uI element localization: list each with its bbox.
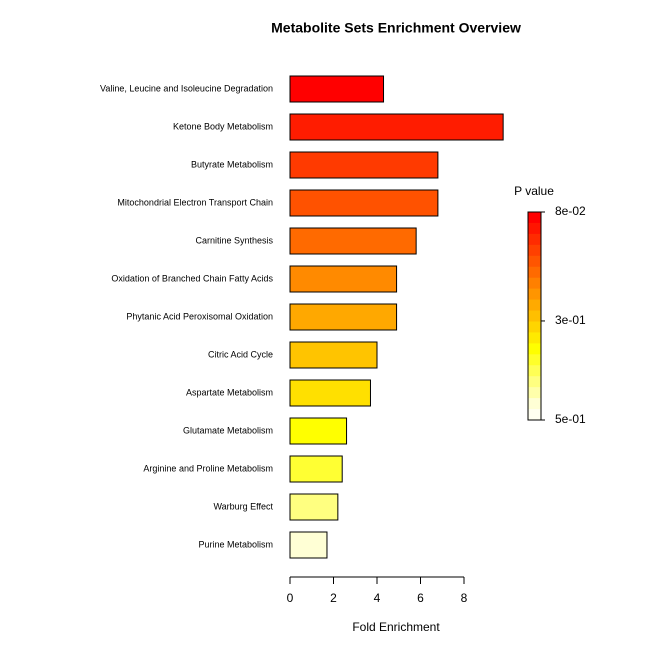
bar	[289, 227, 417, 255]
colorbar-segment	[528, 387, 541, 399]
colorbar-segment	[528, 409, 541, 421]
colorbar-segment	[528, 398, 541, 410]
colorbar-segment	[528, 255, 541, 268]
colorbar-segment	[528, 233, 541, 246]
colorbar-segment	[528, 354, 541, 366]
chart-title: Metabolite Sets Enrichment Overview	[271, 20, 521, 36]
category-label: Valine, Leucine and Isoleucine Degradati…	[100, 83, 273, 93]
colorbar-tick-label: 8e-02	[555, 204, 586, 218]
bar	[289, 189, 439, 217]
colorbar-segment	[528, 266, 541, 279]
bar	[289, 417, 348, 445]
bar	[289, 75, 385, 103]
colorbar-segment	[528, 321, 541, 333]
category-label: Phytanic Acid Peroxisomal Oxidation	[126, 311, 273, 321]
category-label: Carnitine Synthesis	[195, 235, 273, 245]
bar	[289, 151, 439, 179]
colorbar-segment	[528, 288, 541, 301]
colorbar-segment	[528, 332, 541, 344]
colorbar-segment	[528, 365, 541, 377]
x-tick-label: 6	[417, 591, 424, 605]
category-label: Citric Acid Cycle	[208, 349, 273, 359]
colorbar-title: P value	[514, 184, 554, 198]
bar	[289, 531, 328, 559]
category-label: Warburg Effect	[213, 501, 273, 511]
x-tick-label: 8	[461, 591, 468, 605]
category-label: Purine Metabolism	[198, 539, 273, 549]
x-tick-label: 0	[287, 591, 294, 605]
category-label: Aspartate Metabolism	[186, 387, 273, 397]
colorbar-segment	[528, 376, 541, 388]
category-label: Oxidation of Branched Chain Fatty Acids	[111, 273, 273, 283]
bar	[289, 265, 398, 293]
colorbar-segment	[528, 277, 541, 290]
bar	[289, 455, 343, 483]
colorbar-segment	[528, 299, 541, 312]
bar	[289, 493, 339, 521]
category-label: Ketone Body Metabolism	[173, 121, 273, 131]
bar	[289, 379, 371, 407]
category-label: Arginine and Proline Metabolism	[143, 463, 273, 473]
colorbar-frame	[527, 211, 542, 421]
colorbar-segment	[528, 244, 541, 257]
category-label: Butyrate Metabolism	[191, 159, 273, 169]
category-label: Glutamate Metabolism	[183, 425, 273, 435]
colorbar-tick-label: 5e-01	[555, 412, 586, 426]
x-tick-label: 4	[374, 591, 381, 605]
colorbar-segment	[528, 222, 541, 235]
colorbar-segment	[528, 310, 541, 322]
x-axis-label: Fold Enrichment	[352, 620, 440, 634]
bar	[289, 341, 378, 369]
colorbar-tick-label: 3e-01	[555, 313, 586, 327]
category-label: Mitochondrial Electron Transport Chain	[117, 197, 273, 207]
x-tick-label: 2	[330, 591, 337, 605]
bar	[289, 303, 398, 331]
colorbar-segment	[528, 212, 541, 224]
colorbar-segment	[528, 343, 541, 355]
bar	[289, 113, 504, 141]
